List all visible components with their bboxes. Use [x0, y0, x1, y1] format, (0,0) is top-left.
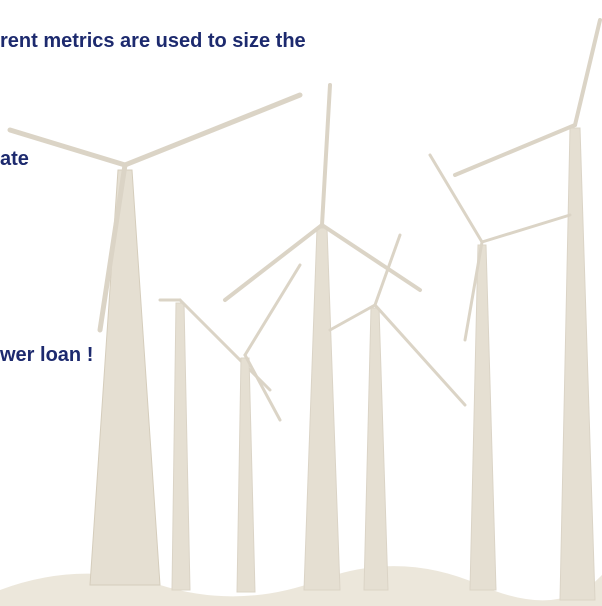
text-line: ate	[0, 148, 29, 171]
slide: {"text_lines": ["rent metrics are used t…	[0, 0, 602, 606]
text-line: rent metrics are used to size the	[0, 30, 306, 53]
text-line: wer loan !	[0, 344, 93, 367]
wind-turbine-illustration	[0, 0, 602, 606]
